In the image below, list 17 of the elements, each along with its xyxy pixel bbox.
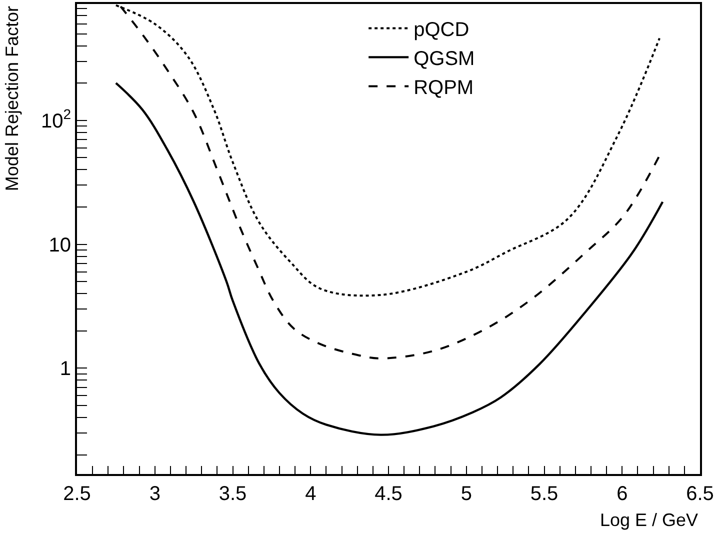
y-tick-label: 10$^{2}$ [40, 106, 72, 132]
x-tick-label: 5.5 [530, 483, 558, 505]
y-tick-label: 1 [60, 358, 71, 380]
y-axis-title: Model Rejection Factor [2, 6, 22, 192]
x-tick-label: 3 [149, 483, 160, 505]
x-tick-label: 3.5 [218, 483, 247, 505]
y-tick-label: 10 [48, 234, 71, 256]
x-axis-title: Log E / GeV [600, 510, 698, 530]
legend-label: QGSM [414, 48, 475, 70]
legend-label: pQCD [414, 19, 470, 41]
x-tick-label: 6.5 [686, 483, 714, 505]
x-tick-label: 4.5 [374, 483, 402, 505]
x-tick-label: 2.5 [63, 483, 91, 505]
x-tick-label: 6 [616, 483, 628, 505]
x-tick-label: 4 [305, 483, 316, 505]
x-tick-label: 5 [460, 483, 472, 505]
legend-label: RQPM [414, 77, 474, 99]
